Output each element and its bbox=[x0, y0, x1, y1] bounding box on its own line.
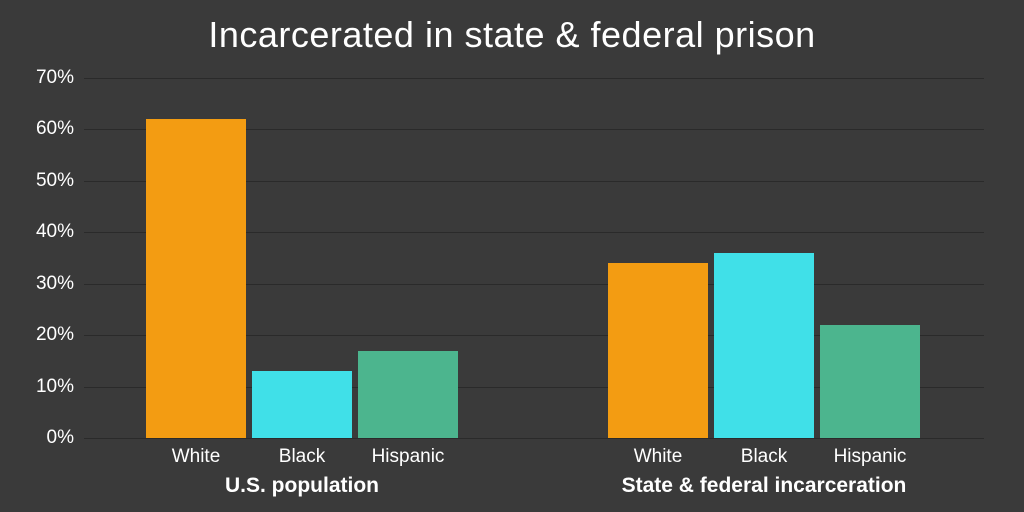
x-tick-label: Hispanic bbox=[372, 446, 445, 468]
group-label: State & federal incarceration bbox=[622, 474, 907, 498]
chart-title: Incarcerated in state & federal prison bbox=[0, 14, 1024, 56]
group-label: U.S. population bbox=[225, 474, 379, 498]
plot-area: 0%10%20%30%40%50%60%70% WhiteBlackHispan… bbox=[84, 78, 984, 438]
bars-layer bbox=[84, 78, 984, 438]
bar bbox=[608, 263, 708, 438]
gridline bbox=[84, 438, 984, 439]
x-tick-label: White bbox=[172, 446, 221, 468]
x-tick-label: White bbox=[634, 446, 683, 468]
bar bbox=[252, 371, 352, 438]
x-tick-label: Black bbox=[741, 446, 787, 468]
y-tick-label: 20% bbox=[36, 324, 74, 346]
bar bbox=[714, 253, 814, 438]
x-tick-label: Black bbox=[279, 446, 325, 468]
y-tick-label: 10% bbox=[36, 376, 74, 398]
y-tick-label: 70% bbox=[36, 67, 74, 89]
x-tick-label: Hispanic bbox=[834, 446, 907, 468]
y-tick-label: 50% bbox=[36, 170, 74, 192]
y-tick-label: 30% bbox=[36, 273, 74, 295]
bar bbox=[820, 325, 920, 438]
y-tick-label: 40% bbox=[36, 221, 74, 243]
bar bbox=[358, 351, 458, 438]
bar bbox=[146, 119, 246, 438]
y-tick-label: 60% bbox=[36, 118, 74, 140]
y-tick-label: 0% bbox=[47, 427, 74, 449]
